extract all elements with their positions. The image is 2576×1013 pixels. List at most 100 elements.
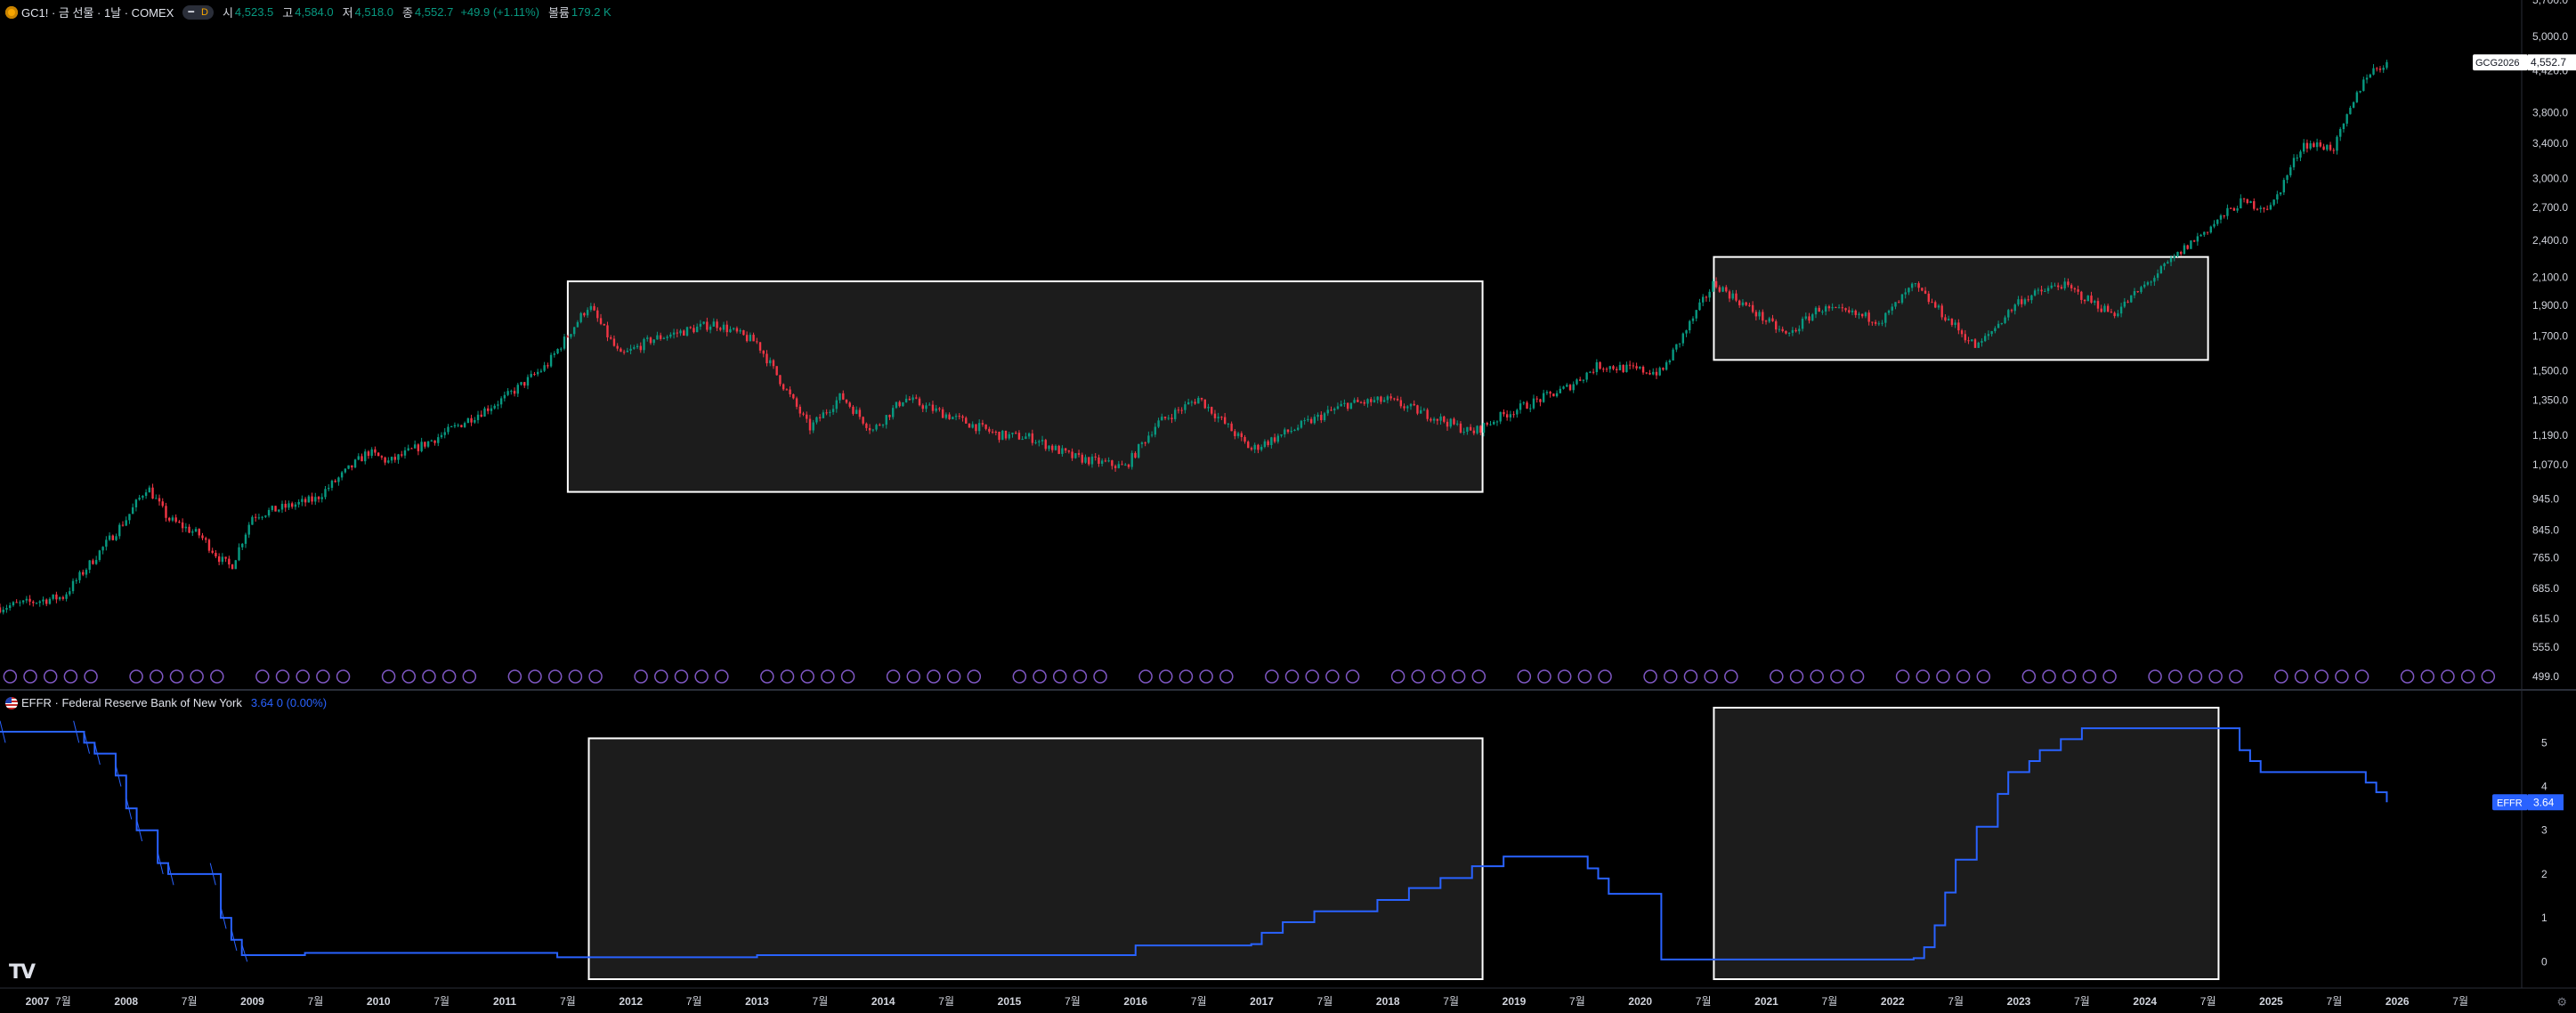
event-marker-icon[interactable] [547, 669, 563, 684]
event-marker-icon[interactable] [588, 669, 603, 684]
event-marker-icon[interactable] [1936, 669, 1950, 684]
event-marker-icon[interactable] [906, 669, 921, 684]
event-marker-icon[interactable] [2062, 669, 2077, 684]
event-marker-icon[interactable] [1451, 669, 1466, 684]
rate-legend[interactable]: EFFR · Federal Reserve Bank of New York … [5, 696, 327, 709]
event-marker-icon[interactable] [441, 669, 457, 684]
event-marker-icon[interactable] [2481, 669, 2496, 684]
rate-title[interactable]: EFFR · Federal Reserve Bank of New York [21, 696, 242, 709]
event-marker-icon[interactable] [1199, 669, 1213, 684]
event-marker-icon[interactable] [1577, 669, 1592, 684]
event-marker-icon[interactable] [255, 669, 270, 684]
event-marker-icon[interactable] [507, 669, 522, 684]
event-marker-icon[interactable] [2314, 669, 2329, 684]
event-marker-icon[interactable] [654, 669, 668, 684]
event-marker-icon[interactable] [1683, 669, 1698, 684]
event-marker-icon[interactable] [1664, 669, 1678, 684]
tradingview-logo[interactable]: TV [9, 961, 36, 984]
event-marker-icon[interactable] [1179, 669, 1194, 684]
event-marker-icon[interactable] [1012, 669, 1027, 684]
event-marker-icon[interactable] [694, 669, 709, 684]
event-marker-icon[interactable] [401, 669, 417, 684]
event-marker-icon[interactable] [760, 669, 774, 684]
rate-axis[interactable]: 5 4 3 2 1 0 [2541, 736, 2548, 968]
event-marker-icon[interactable] [840, 669, 855, 684]
event-marker-icon[interactable] [1325, 669, 1340, 684]
event-marker-icon[interactable] [2274, 669, 2288, 684]
event-marker-icon[interactable] [1219, 669, 1234, 684]
event-marker-icon[interactable] [1138, 669, 1153, 684]
time-axis[interactable]: 2007 7월 2008 7월 2009 7월 2010 7월 2011 7월 2012 7월 2013… [26, 995, 2468, 1008]
event-marker-icon[interactable] [2294, 669, 2309, 684]
event-marker-icon[interactable] [23, 669, 37, 684]
event-marker-icon[interactable] [1916, 669, 1931, 684]
event-marker-icon[interactable] [2354, 669, 2369, 684]
event-marker-icon[interactable] [2335, 669, 2349, 684]
event-marker-icon[interactable] [1810, 669, 1824, 684]
event-marker-icon[interactable] [1265, 669, 1279, 684]
event-marker-icon[interactable] [800, 669, 814, 684]
event-marker-icon[interactable] [634, 669, 648, 684]
event-marker-icon[interactable] [674, 669, 689, 684]
price-legend[interactable]: GC1! · 금 선물 · 1날 · COMEX ━ D 시 4,523.5 고 4,… [5, 4, 612, 20]
event-marker-icon[interactable] [2082, 669, 2097, 684]
price-highlight-box-1[interactable] [566, 280, 1484, 493]
event-marker-icon[interactable] [275, 669, 290, 684]
event-marker-icon[interactable] [1431, 669, 1446, 684]
event-marker-icon[interactable] [715, 669, 729, 684]
event-marker-icon[interactable] [1411, 669, 1426, 684]
event-marker-icon[interactable] [2021, 669, 2037, 684]
event-marker-icon[interactable] [1770, 669, 1784, 684]
event-marker-icon[interactable] [1073, 669, 1088, 684]
event-marker-icon[interactable] [296, 669, 310, 684]
event-marker-icon[interactable] [316, 669, 330, 684]
event-marker-icon[interactable] [2420, 669, 2435, 684]
event-marker-icon[interactable] [1598, 669, 1612, 684]
annotation-boxes[interactable] [566, 255, 2220, 980]
event-marker-icon[interactable] [150, 669, 164, 684]
gear-icon[interactable]: ⚙ [2556, 995, 2567, 1009]
event-marker-icon[interactable] [1093, 669, 1107, 684]
event-marker-icon[interactable] [2168, 669, 2183, 684]
event-marker-icon[interactable] [1724, 669, 1738, 684]
event-marker-icon[interactable] [190, 669, 204, 684]
event-marker-icon[interactable] [1345, 669, 1360, 684]
event-marker-icon[interactable] [1850, 669, 1865, 684]
event-marker-icon[interactable] [1471, 669, 1486, 684]
event-marker-icon[interactable] [1517, 669, 1532, 684]
event-marker-icon[interactable] [169, 669, 184, 684]
event-marker-icon[interactable] [63, 669, 78, 684]
symbol-title[interactable]: GC1! · 금 선물 · 1날 · COMEX [21, 6, 174, 20]
event-marker-icon[interactable] [2400, 669, 2415, 684]
price-axis[interactable]: 5,700.05,000.04,420.03,800.03,400.03,000… [2532, 0, 2568, 683]
timeframe-badge[interactable]: ━ D [182, 4, 214, 20]
event-marker-icon[interactable] [2188, 669, 2203, 684]
event-marker-icon[interactable] [1159, 669, 1173, 684]
event-marker-icon[interactable] [462, 669, 477, 684]
event-marker-icon[interactable] [1830, 669, 1844, 684]
event-marker-icon[interactable] [927, 669, 941, 684]
event-marker-icon[interactable] [1956, 669, 1971, 684]
rate-highlight-box-2[interactable] [1713, 707, 2220, 980]
event-marker-icon[interactable] [1704, 669, 1718, 684]
event-marker-icon[interactable] [2229, 669, 2243, 684]
event-marker-icon[interactable] [967, 669, 982, 684]
event-marker-icon[interactable] [1557, 669, 1572, 684]
price-highlight-box-2[interactable] [1713, 255, 2209, 361]
event-marker-icon[interactable] [1305, 669, 1319, 684]
event-marker-icon[interactable] [1643, 669, 1657, 684]
event-marker-icon[interactable] [129, 669, 143, 684]
rate-highlight-box-1[interactable] [587, 737, 1484, 980]
event-marker-icon[interactable] [3, 669, 18, 684]
event-marker-icon[interactable] [2148, 669, 2162, 684]
event-marker-icon[interactable] [821, 669, 835, 684]
event-marker-icon[interactable] [422, 669, 436, 684]
event-marker-icon[interactable] [210, 669, 224, 684]
event-marker-icon[interactable] [43, 669, 58, 684]
event-marker-icon[interactable] [886, 669, 901, 684]
event-marker-icon[interactable] [568, 669, 583, 684]
event-marker-icon[interactable] [2208, 669, 2223, 684]
event-marker-icon[interactable] [2042, 669, 2056, 684]
event-marker-icon[interactable] [946, 669, 961, 684]
